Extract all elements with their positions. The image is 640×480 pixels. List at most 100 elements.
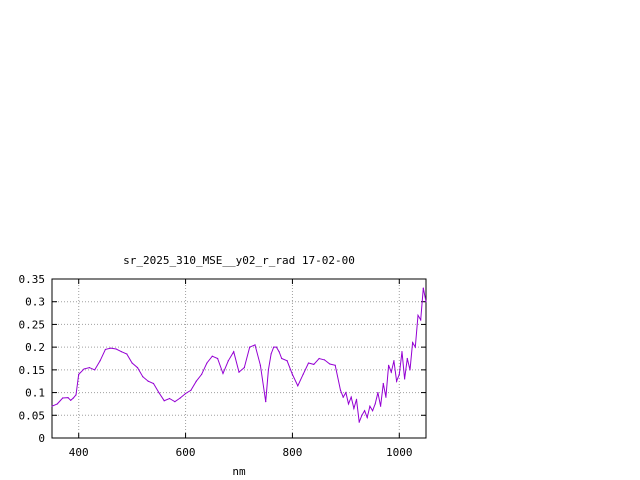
plot-frame — [51, 278, 427, 439]
x-tick-label: 400 — [69, 446, 89, 459]
data-point — [366, 416, 368, 419]
data-point — [249, 346, 251, 348]
data-point — [377, 391, 379, 394]
y-tick-label: 0.1 — [25, 387, 45, 400]
series-line — [51, 288, 427, 423]
data-point — [70, 399, 72, 401]
chart-title: sr_2025_310_MSE__y02_r_rad 17-02-00 — [123, 254, 355, 267]
data-point — [406, 357, 408, 360]
data-point — [190, 389, 192, 391]
data-point — [179, 397, 181, 399]
data-point — [412, 342, 414, 344]
data-point — [158, 391, 160, 394]
data-point — [147, 380, 149, 382]
data-point — [184, 392, 187, 395]
y-tick-label: 0.2 — [25, 341, 45, 354]
data-point — [120, 351, 123, 353]
data-point — [347, 403, 350, 405]
y-tick-label: 0.25 — [19, 318, 46, 331]
data-point — [393, 360, 395, 362]
data-point — [345, 391, 347, 394]
data-point — [414, 346, 416, 348]
data-point — [291, 373, 294, 375]
data-point — [353, 407, 355, 410]
data-point — [115, 348, 117, 350]
data-point — [409, 369, 411, 371]
x-tick-label: 800 — [282, 446, 302, 459]
y-tick-label: 0.35 — [19, 273, 46, 286]
data-point — [342, 396, 344, 398]
data-point — [286, 360, 288, 362]
grid — [52, 279, 426, 438]
data-point — [243, 366, 245, 369]
data-point — [385, 396, 387, 398]
data-point — [104, 348, 107, 351]
data-point — [361, 414, 363, 416]
data-point — [313, 363, 315, 366]
data-point — [136, 366, 139, 369]
data-point — [83, 368, 85, 370]
data-point — [259, 364, 261, 366]
data-point — [211, 355, 213, 357]
data-point — [363, 410, 366, 412]
series-points — [51, 287, 427, 423]
data-point — [420, 319, 422, 321]
data-point — [382, 382, 384, 385]
y-tick-label: 0.15 — [19, 364, 46, 377]
data-point — [355, 398, 358, 400]
data-point — [75, 394, 77, 396]
data-point — [152, 382, 155, 385]
data-point — [206, 362, 208, 364]
data-point — [163, 400, 165, 402]
data-point — [222, 372, 224, 375]
data-point — [110, 347, 112, 349]
data-point — [425, 301, 427, 303]
data-point — [94, 369, 96, 371]
data-point — [329, 363, 331, 365]
y-tick-label: 0 — [38, 432, 45, 445]
data-point — [126, 353, 128, 355]
data-point — [275, 346, 277, 348]
y-tick-label: 0.3 — [25, 296, 45, 309]
data-point — [131, 362, 133, 364]
data-point — [404, 378, 406, 380]
data-point — [422, 287, 424, 289]
data-point — [265, 401, 267, 403]
data-point — [371, 410, 374, 412]
data-point — [323, 359, 326, 361]
x-axis-label: nm — [232, 465, 246, 478]
data-point — [174, 401, 176, 403]
data-point — [227, 360, 229, 362]
data-point — [334, 364, 336, 366]
data-point — [88, 366, 90, 369]
data-point — [374, 403, 376, 405]
data-point — [302, 373, 304, 375]
data-point — [307, 362, 310, 364]
data-point — [168, 397, 171, 400]
data-point — [401, 351, 403, 353]
data-point — [267, 369, 269, 371]
data-point — [369, 405, 371, 407]
data-point — [233, 351, 235, 353]
data-point — [78, 373, 80, 375]
data-point — [350, 396, 352, 398]
data-point — [72, 397, 74, 399]
data-point — [62, 397, 64, 399]
x-tick-label: 1000 — [386, 446, 413, 459]
axis-ticks — [52, 278, 426, 439]
data-point — [278, 351, 280, 353]
data-point — [358, 421, 360, 423]
data-point — [318, 357, 320, 360]
data-point — [67, 396, 69, 399]
data-point — [417, 314, 419, 316]
data-point — [201, 373, 203, 375]
data-point — [270, 353, 272, 355]
data-point — [339, 389, 342, 391]
data-point — [379, 405, 382, 407]
axis-tick-labels: 400 600 800 1000 0 0.05 0.1 0.15 0.2 0.25 0.3 0.35 — [19, 273, 413, 459]
data-point — [217, 357, 219, 360]
data-point — [254, 344, 256, 346]
data-point — [398, 373, 400, 375]
data-point — [51, 405, 53, 407]
data-point — [297, 385, 299, 387]
